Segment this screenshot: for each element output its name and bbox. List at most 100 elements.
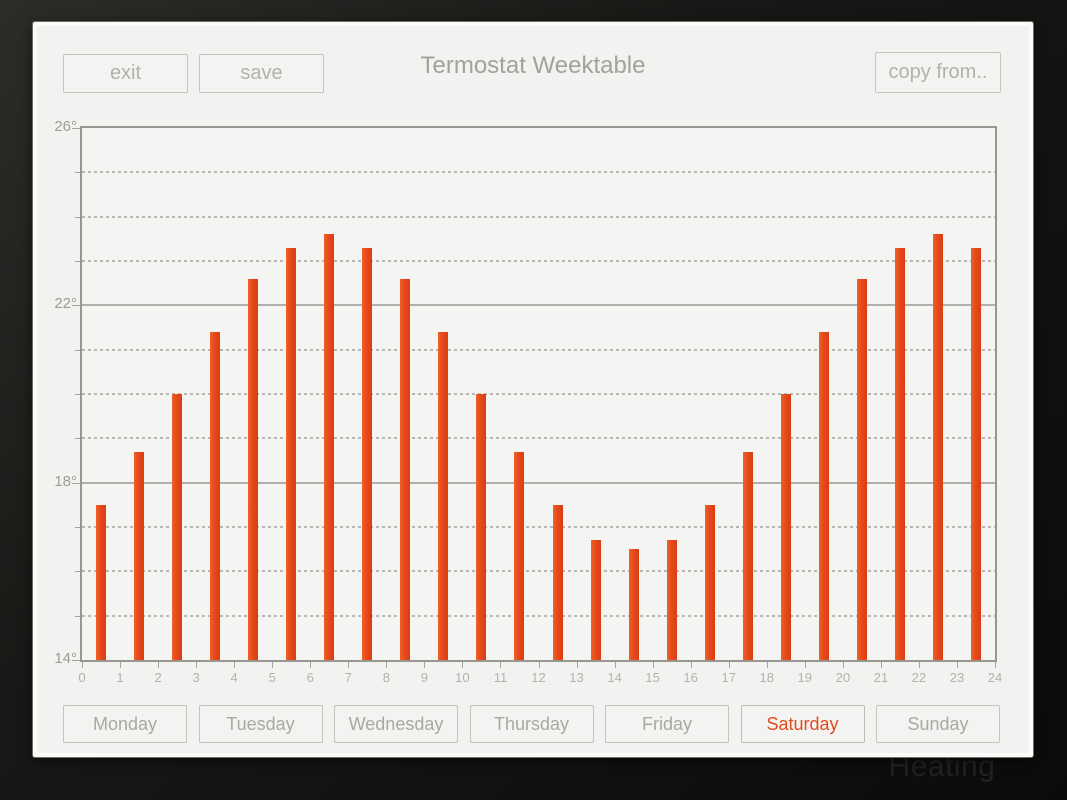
tab-monday[interactable]: Monday: [63, 705, 187, 743]
tab-wednesday[interactable]: Wednesday: [334, 705, 458, 743]
chart-plot-area: [80, 126, 997, 662]
gridline-minor-21: [82, 348, 995, 351]
x-axis-tick-3: [196, 662, 198, 668]
copy-from-button[interactable]: copy from..: [875, 52, 1001, 93]
x-axis-tick-22: [918, 662, 920, 668]
gridline-minor-15: [82, 614, 995, 617]
x-axis-label-22: 22: [911, 670, 927, 685]
x-axis-tick-19: [804, 662, 806, 668]
tab-saturday[interactable]: Saturday: [740, 705, 865, 743]
temperature-bar-hour-2[interactable]: [172, 394, 183, 660]
y-axis-minor-tick-17: [75, 527, 80, 528]
x-axis-label-15: 15: [645, 670, 660, 685]
y-axis-label-22: 22°: [54, 295, 77, 313]
x-axis-tick-14: [614, 662, 616, 668]
temperature-bar-hour-6[interactable]: [324, 234, 335, 660]
x-axis-tick-13: [576, 662, 578, 668]
thermostat-weektable-window: exit save Termostat Weektable copy from.…: [33, 22, 1033, 757]
y-axis-minor-tick-16: [75, 571, 80, 573]
page-title: Termostat Weektable: [420, 52, 646, 79]
x-axis-tick-20: [842, 662, 844, 668]
y-axis-minor-tick-21: [75, 349, 80, 351]
temperature-bar-hour-0[interactable]: [96, 504, 107, 660]
x-axis-tick-7: [348, 662, 350, 668]
save-button[interactable]: save: [199, 54, 324, 93]
temperature-bar-hour-3[interactable]: [210, 331, 221, 660]
x-axis-label-24: 24: [987, 670, 1003, 685]
x-axis-tick-4: [234, 662, 236, 668]
x-axis-tick-11: [500, 662, 502, 668]
temperature-bar-hour-5[interactable]: [286, 247, 297, 660]
temperature-bar-hour-13[interactable]: [590, 540, 601, 660]
x-axis-tick-0: [82, 662, 83, 668]
tab-sunday[interactable]: Sunday: [876, 705, 1000, 743]
x-axis-label-6: 6: [306, 670, 314, 685]
x-axis-label-23: 23: [949, 670, 965, 685]
gridline-minor-19: [82, 437, 995, 440]
x-axis-label-5: 5: [268, 670, 276, 685]
y-axis-minor-tick-23: [75, 261, 80, 262]
gridline-major-22: [82, 304, 995, 307]
temperature-bar-hour-21[interactable]: [894, 247, 905, 660]
temperature-bar-hour-15[interactable]: [666, 540, 677, 660]
temperature-bar-hour-9[interactable]: [438, 331, 449, 660]
temperature-bar-hour-23[interactable]: [970, 247, 981, 660]
gridline-minor-17: [82, 526, 995, 528]
x-axis-label-20: 20: [835, 670, 851, 685]
temperature-bar-hour-4[interactable]: [248, 278, 259, 660]
tab-friday[interactable]: Friday: [605, 705, 729, 743]
gridline-major-18: [82, 481, 995, 484]
temperature-bar-hour-1[interactable]: [134, 451, 145, 660]
temperature-bar-hour-20[interactable]: [856, 278, 867, 660]
y-axis-major-tick-18: [72, 482, 80, 484]
x-axis-tick-1: [120, 662, 122, 668]
x-axis-label-19: 19: [797, 670, 813, 685]
x-axis-label-4: 4: [230, 670, 238, 685]
x-axis-tick-9: [424, 662, 426, 668]
x-axis-label-0: 0: [78, 670, 86, 685]
x-axis-tick-16: [690, 662, 692, 668]
gridline-minor-25: [82, 171, 995, 174]
x-axis-label-8: 8: [382, 670, 390, 685]
y-axis-minor-tick-24: [75, 216, 80, 218]
temperature-bar-hour-10[interactable]: [476, 394, 487, 660]
tab-thursday[interactable]: Thursday: [469, 705, 594, 743]
temperature-bar-hour-14[interactable]: [628, 549, 639, 660]
temperature-bar-hour-11[interactable]: [514, 451, 525, 660]
temperature-bar-hour-22[interactable]: [932, 234, 943, 660]
x-axis-label-16: 16: [683, 670, 698, 685]
x-axis-label-7: 7: [344, 670, 352, 685]
temperature-bar-hour-17[interactable]: [742, 451, 753, 660]
x-axis-tick-23: [956, 662, 958, 668]
x-axis-tick-12: [538, 662, 540, 668]
temperature-bar-hour-18[interactable]: [780, 394, 791, 660]
temperature-bar-hour-16[interactable]: [704, 504, 715, 660]
x-axis-label-10: 10: [455, 670, 470, 685]
y-axis-label-18: 18°: [54, 472, 77, 490]
x-axis-label-2: 2: [154, 670, 162, 685]
x-axis-label-17: 17: [721, 670, 736, 685]
temperature-bar-hour-7[interactable]: [362, 247, 373, 660]
x-axis-label-11: 11: [493, 670, 508, 685]
x-axis-label-12: 12: [531, 670, 546, 685]
exit-button[interactable]: exit: [63, 54, 188, 93]
x-axis-label-1: 1: [116, 670, 124, 685]
temperature-bar-hour-8[interactable]: [400, 278, 411, 660]
x-axis-label-14: 14: [607, 670, 622, 685]
y-axis-major-tick-14: [72, 660, 80, 661]
x-axis-tick-8: [386, 662, 388, 668]
x-axis-label-18: 18: [759, 670, 774, 685]
y-axis-minor-tick-19: [75, 438, 80, 440]
x-axis-label-21: 21: [873, 670, 889, 685]
temperature-bar-hour-19[interactable]: [818, 331, 829, 660]
x-axis-tick-24: [995, 662, 996, 668]
x-axis-tick-18: [766, 662, 768, 668]
gridline-minor-20: [82, 393, 995, 395]
tab-tuesday[interactable]: Tuesday: [198, 705, 323, 743]
gridline-minor-23: [82, 260, 995, 262]
gridline-minor-24: [82, 215, 995, 218]
x-axis-tick-5: [272, 662, 274, 668]
x-axis-label-9: 9: [420, 670, 428, 685]
temperature-bar-hour-12[interactable]: [552, 504, 563, 660]
y-axis-minor-tick-15: [75, 615, 80, 617]
